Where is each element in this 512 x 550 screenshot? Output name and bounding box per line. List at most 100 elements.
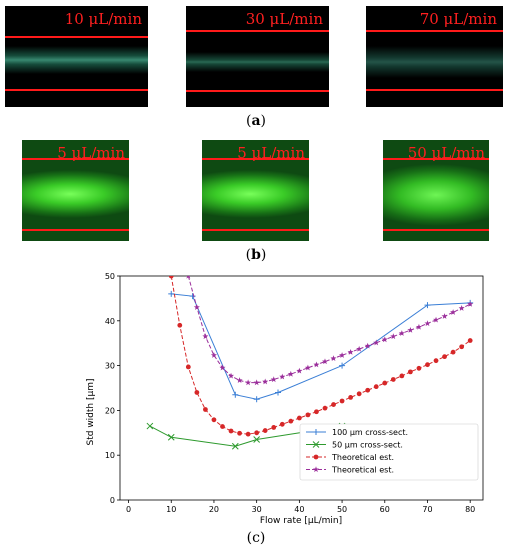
data-point	[398, 330, 405, 336]
data-point	[312, 441, 320, 448]
data-point	[168, 276, 174, 279]
data-point	[270, 376, 277, 383]
data-point	[339, 352, 346, 358]
bottom-wall-line	[22, 229, 129, 231]
data-point	[262, 378, 269, 385]
data-point	[253, 379, 260, 386]
plot-frame	[119, 275, 484, 501]
series-line	[187, 276, 471, 384]
data-point	[441, 313, 448, 319]
data-point	[279, 373, 286, 380]
top-wall-line	[366, 30, 503, 32]
image-panel-a2: 30 μL/min	[186, 6, 329, 107]
x-tick-label: 10	[166, 505, 176, 514]
data-point	[339, 398, 345, 404]
flow-rate-label: 70 μL/min	[419, 10, 497, 28]
data-point	[415, 323, 422, 330]
data-point	[424, 320, 431, 327]
x-tick-label: 40	[294, 505, 304, 514]
caption-b: (b)	[245, 247, 267, 263]
data-point	[228, 428, 234, 434]
data-point	[146, 422, 154, 430]
y-tick-label: 50	[105, 272, 115, 281]
fluorescence-band	[202, 170, 309, 218]
flow-rate-label: 50 μL/min	[407, 144, 485, 162]
data-point	[304, 364, 311, 371]
data-point	[390, 333, 397, 340]
data-point	[450, 349, 456, 355]
data-point	[189, 293, 196, 300]
data-point	[322, 405, 328, 411]
data-point	[312, 466, 320, 473]
series-3	[168, 276, 473, 437]
legend-label: Theoretical est.	[331, 466, 394, 475]
caption-a: (a)	[245, 113, 266, 129]
data-point	[442, 354, 447, 360]
y-tick-label: 30	[105, 362, 115, 371]
data-point	[253, 396, 260, 403]
data-point	[245, 431, 251, 437]
data-point	[364, 342, 371, 349]
series-layer	[146, 276, 474, 450]
data-point	[399, 373, 405, 379]
legend: 100 μm cross-sect. 50 μm cross-sect. Theor…	[299, 423, 479, 481]
bottom-wall-line	[366, 89, 503, 91]
data-point	[381, 336, 388, 343]
data-point	[186, 276, 191, 279]
legend-label: Theoretical est.	[331, 453, 394, 462]
bottom-wall-line	[383, 229, 489, 231]
x-tick-label: 30	[252, 505, 262, 514]
bottom-wall-line	[186, 90, 329, 92]
data-point	[287, 370, 294, 377]
x-tick-label: 60	[380, 505, 390, 514]
data-point	[339, 362, 346, 369]
top-wall-line	[383, 158, 489, 160]
series-group	[146, 276, 474, 450]
image-panel-b3: 50 μL/min	[383, 140, 489, 241]
axes: 0 10 20 30 40 50 60 70 80 0 10 20 30 40 50	[105, 272, 484, 514]
series-1	[168, 290, 474, 403]
data-point	[433, 358, 439, 364]
data-point	[177, 322, 183, 328]
data-point	[365, 387, 371, 393]
x-axis-label: Flow rate [μL/min]	[260, 516, 342, 526]
data-point	[425, 362, 430, 368]
data-point	[220, 424, 225, 429]
data-point	[185, 364, 191, 370]
flow-rate-label: 30 μL/min	[245, 10, 323, 28]
data-point	[232, 391, 239, 398]
data-point	[271, 425, 277, 430]
data-point	[262, 428, 268, 433]
data-point	[211, 417, 217, 423]
data-point	[356, 345, 363, 352]
data-point	[313, 454, 319, 460]
fluorescence-band	[366, 46, 503, 78]
y-tick-label: 40	[105, 317, 115, 326]
image-panel-a1: 10 μL/min	[5, 6, 148, 107]
legend-label: 50 μm cross-sect.	[332, 441, 403, 450]
x-tick-label: 70	[422, 505, 432, 514]
data-point	[194, 390, 200, 395]
data-point	[416, 365, 422, 371]
bottom-wall-line	[5, 89, 148, 91]
y-axis-label: Std width [μm]	[86, 379, 96, 446]
data-point	[253, 436, 261, 443]
fluorescence-band	[5, 46, 148, 74]
data-point	[467, 338, 473, 343]
image-panel-b2: 5 μL/min	[202, 140, 309, 241]
fluorescence-band	[383, 164, 489, 226]
fluorescence-band	[22, 170, 129, 218]
image-panel-a3: 70 μL/min	[366, 6, 503, 107]
data-point	[296, 367, 303, 374]
image-panel-b1: 5 μL/min	[22, 140, 129, 241]
data-point	[202, 333, 209, 340]
series-4	[186, 276, 474, 386]
fluorescence-band	[186, 52, 329, 72]
data-point	[408, 369, 413, 375]
data-point	[245, 379, 252, 386]
data-point	[227, 372, 235, 379]
data-point	[382, 380, 388, 386]
top-wall-line	[22, 158, 129, 160]
data-point	[275, 389, 282, 396]
data-point	[237, 430, 242, 436]
